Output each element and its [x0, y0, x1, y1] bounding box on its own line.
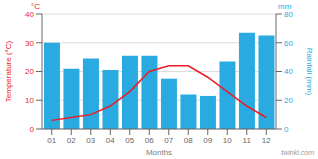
svg-text:20: 20	[25, 67, 34, 76]
svg-text:01: 01	[47, 136, 56, 145]
svg-text:11: 11	[243, 136, 252, 145]
svg-text:02: 02	[67, 136, 76, 145]
svg-text:40: 40	[284, 67, 293, 76]
svg-text:05: 05	[125, 136, 134, 145]
svg-text:12: 12	[262, 136, 271, 145]
svg-text:10: 10	[223, 136, 232, 145]
svg-text:Months: Months	[146, 148, 172, 157]
svg-text:60: 60	[284, 39, 293, 48]
svg-text:0: 0	[284, 125, 289, 134]
svg-text:08: 08	[184, 136, 193, 145]
html-text:mm: mm	[278, 2, 292, 11]
svg-text:07: 07	[164, 136, 173, 145]
svg-text:80: 80	[284, 10, 293, 19]
svg-text:10: 10	[25, 96, 34, 105]
html-text:°C: °C	[31, 2, 40, 11]
html-text:twinkl.com: twinkl.com	[281, 149, 314, 156]
svg-text:0: 0	[30, 125, 35, 134]
svg-text:04: 04	[106, 136, 115, 145]
svg-text:Temperature (°C): Temperature (°C)	[4, 40, 13, 102]
svg-text:09: 09	[203, 136, 212, 145]
svg-text:Rainfall (mm): Rainfall (mm)	[305, 48, 314, 96]
svg-text:06: 06	[145, 136, 154, 145]
svg-text:40: 40	[25, 10, 34, 19]
svg-text:03: 03	[86, 136, 95, 145]
svg-text:30: 30	[25, 39, 34, 48]
svg-text:20: 20	[284, 96, 293, 105]
